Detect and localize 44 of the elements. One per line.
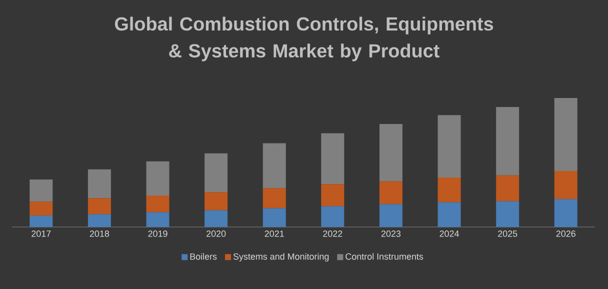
legend-label: Control Instruments: [346, 253, 424, 260]
legend-label: Boilers: [190, 253, 217, 260]
bar: [204, 192, 228, 210]
bar: [88, 214, 111, 227]
x-tick-label: 2026: [556, 230, 576, 237]
bar: [30, 216, 53, 227]
x-tick-label: 2024: [440, 230, 459, 237]
chart-title: Global Combustion Controls, Equipments & Systems Market by Product: [114, 16, 494, 62]
bar: [554, 171, 578, 200]
bar: [496, 175, 520, 202]
x-tick-label: 2023: [381, 230, 401, 237]
bar: [30, 180, 53, 202]
bar: [321, 133, 344, 184]
x-tick-label: 2018: [90, 230, 110, 237]
x-tick-label: 2019: [148, 230, 168, 237]
x-tick-label: 2017: [32, 230, 51, 237]
x-tick-label: 2025: [498, 230, 518, 237]
bar: [438, 177, 461, 202]
bar: [146, 212, 170, 227]
bar: [262, 188, 286, 208]
bar: [321, 184, 344, 206]
bar: [438, 202, 461, 227]
bar: [379, 124, 402, 182]
bar: [438, 115, 461, 178]
bar: [379, 204, 402, 227]
x-tick-label: 2020: [206, 230, 226, 237]
bar: [30, 202, 53, 216]
bar: [88, 198, 111, 214]
legend-label: Systems and Monitoring: [233, 253, 329, 262]
bar: [146, 196, 170, 212]
x-tick-label: 2021: [264, 230, 284, 237]
bar: [321, 206, 344, 227]
bar: [554, 199, 578, 227]
bar: [204, 210, 228, 227]
bar: [554, 98, 578, 172]
bar: [496, 201, 520, 227]
bar: [146, 161, 170, 196]
bar: [88, 169, 111, 198]
bar: [204, 153, 228, 192]
bar: [262, 208, 286, 227]
bar: [496, 107, 520, 176]
bar: [262, 143, 286, 188]
x-tick-label: 2022: [323, 230, 342, 237]
bar: [379, 181, 402, 204]
